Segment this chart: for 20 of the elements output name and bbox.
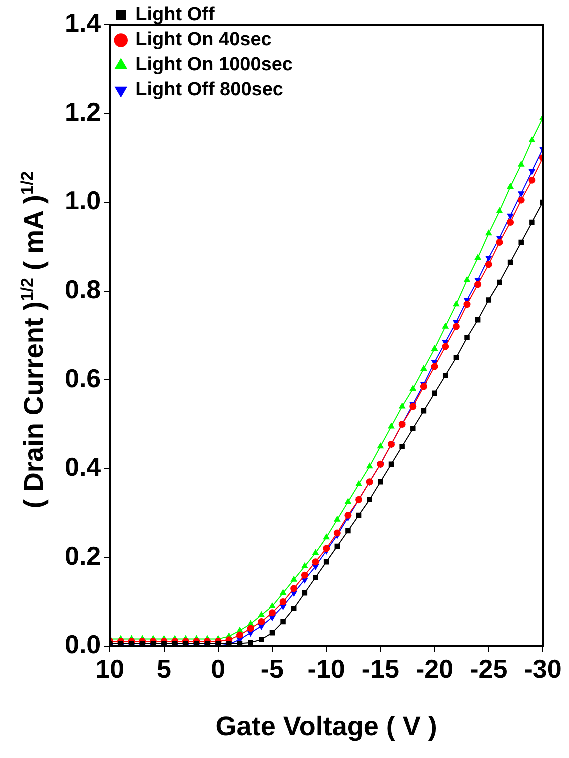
legend-label: Light Off 800sec: [136, 80, 284, 101]
y-tick-label: 0.6: [64, 363, 102, 394]
x-tick-label: -20: [416, 654, 454, 684]
legend-label: Light Off: [136, 4, 216, 26]
y-tick-label: 0.8: [64, 274, 102, 304]
legend-label: Light On 40sec: [136, 30, 272, 51]
x-tick-label: -25: [470, 654, 508, 684]
y-tick-label: 1.4: [64, 8, 102, 38]
y-tick-label: 0.2: [64, 540, 102, 571]
y-tick-label: 1.2: [64, 96, 102, 127]
y-tick-label: 1.0: [64, 186, 102, 216]
y-tick-label: 0.4: [64, 452, 102, 482]
x-tick-label: 0: [211, 654, 226, 684]
x-tick-label: 5: [157, 654, 172, 684]
x-axis-title: Gate Voltage ( V ): [216, 711, 438, 742]
x-tick-label: -10: [308, 654, 346, 684]
x-tick-label: -5: [260, 654, 284, 684]
x-tick-label: -15: [362, 654, 400, 684]
legend-label: Light On 1000sec: [136, 54, 294, 76]
x-tick-label: -30: [524, 654, 562, 684]
